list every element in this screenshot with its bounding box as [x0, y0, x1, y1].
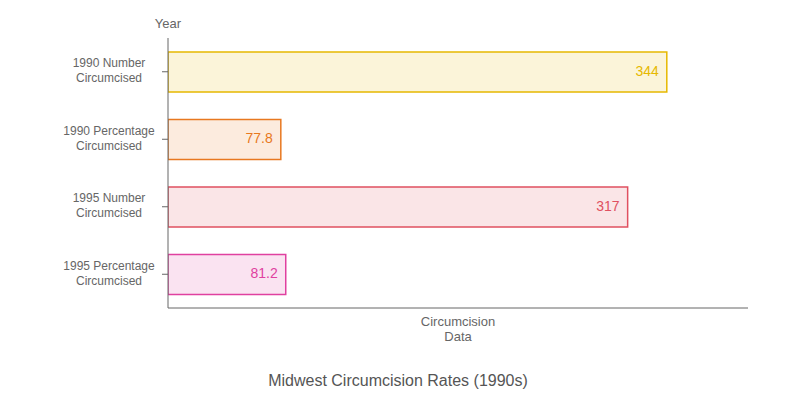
- svg-text:81.2: 81.2: [250, 265, 277, 281]
- svg-text:Year: Year: [155, 16, 182, 31]
- html-text:Midwest Circumcision Rates (19: Midwest Circumcision Rates (1990s): [268, 372, 528, 389]
- svg-text:CircumcisionData: CircumcisionData: [421, 314, 495, 344]
- svg-text:77.8: 77.8: [246, 130, 273, 146]
- svg-text:344: 344: [635, 63, 659, 79]
- svg-text:1990 NumberCircumcised: 1990 NumberCircumcised: [73, 56, 146, 85]
- svg-text:1995 NumberCircumcised: 1995 NumberCircumcised: [73, 191, 146, 220]
- svg-text:1990 PercentageCircumcised: 1990 PercentageCircumcised: [63, 124, 155, 153]
- svg-text:1995 PercentageCircumcised: 1995 PercentageCircumcised: [63, 259, 155, 288]
- svg-text:317: 317: [596, 198, 620, 214]
